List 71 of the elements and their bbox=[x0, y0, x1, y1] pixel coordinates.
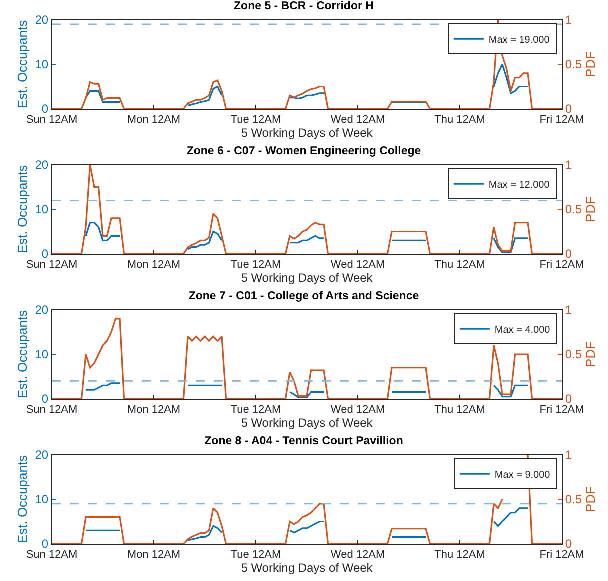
x-tick-label: Fri 12AM bbox=[540, 549, 584, 562]
y-tick-label: 0 bbox=[42, 537, 49, 552]
x-tick-label: Mon 12AM bbox=[127, 259, 181, 272]
x-tick-label: Fri 12AM bbox=[540, 114, 584, 126]
y2-axis-title: PDF bbox=[583, 486, 598, 512]
y-axis-title: Est. Occupants bbox=[15, 454, 30, 544]
chart-title: Zone 7 - C01 - College of Arts and Science bbox=[188, 290, 420, 302]
x-tick-label: Tue 12AM bbox=[230, 549, 282, 562]
y-tick-label: 0 bbox=[42, 102, 49, 116]
y2-tick-label: 1 bbox=[565, 13, 572, 28]
y-tick-label: 0 bbox=[42, 247, 49, 262]
x-tick-label: Mon 12AM bbox=[127, 114, 181, 126]
x-tick-label: Wed 12AM bbox=[330, 549, 386, 562]
line-series bbox=[52, 318, 562, 399]
x-tick-label: Wed 12AM bbox=[330, 114, 386, 126]
x-tick-label: Sun 12AM bbox=[26, 404, 78, 416]
x-tick-label: Thu 12AM bbox=[434, 549, 486, 562]
x-axis-title: 5 Working Days of Week bbox=[241, 416, 374, 430]
y-tick-label: 20 bbox=[35, 13, 49, 28]
x-tick-label: Tue 12AM bbox=[230, 404, 282, 416]
x-tick-label: Sun 12AM bbox=[26, 549, 78, 562]
x-tick-label: Wed 12AM bbox=[330, 404, 386, 416]
line-series bbox=[52, 165, 562, 254]
legend-label: Max = 9.000 bbox=[494, 470, 551, 481]
x-tick-label: Fri 12AM bbox=[540, 259, 584, 272]
y2-tick-label: 0 bbox=[565, 392, 572, 406]
y2-axis-title: PDF bbox=[583, 341, 598, 368]
y-tick-label: 20 bbox=[35, 303, 49, 318]
y2-tick-label: 0.5 bbox=[565, 492, 582, 507]
x-axis-title: 5 Working Days of Week bbox=[241, 271, 374, 286]
x-tick-label: Mon 12AM bbox=[127, 549, 181, 562]
x-tick-label: Tue 12AM bbox=[230, 259, 282, 272]
x-tick-label: Mon 12AM bbox=[127, 404, 181, 416]
y2-tick-label: 1 bbox=[565, 158, 572, 172]
y2-tick-label: 0 bbox=[565, 102, 572, 116]
x-tick-label: Thu 12AM bbox=[434, 404, 486, 416]
legend-label: Max = 19.000 bbox=[488, 34, 550, 46]
x-axis-title: 5 Working Days of Week bbox=[241, 561, 374, 576]
y2-tick-label: 0 bbox=[565, 537, 572, 552]
chart-title: Zone 6 - C07 - Women Engineering College bbox=[186, 146, 422, 158]
x-tick-label: Fri 12AM bbox=[540, 404, 584, 416]
x-tick-label: Wed 12AM bbox=[330, 259, 386, 272]
y-tick-label: 10 bbox=[35, 492, 49, 507]
x-axis-title: 5 Working Days of Week bbox=[241, 126, 374, 140]
x-tick-label: Sun 12AM bbox=[26, 259, 78, 272]
y2-tick-label: 0.5 bbox=[565, 58, 582, 72]
chart-title: Zone 5 - BCR - Corridor H bbox=[234, 0, 374, 12]
y2-axis-title: PDF bbox=[583, 51, 598, 78]
y-tick-label: 10 bbox=[35, 348, 49, 362]
y2-tick-label: 0 bbox=[565, 247, 572, 262]
legend-label: Max = 12.000 bbox=[488, 180, 550, 191]
chart-title: Zone 8 - A04 - Tennis Court Pavillion bbox=[204, 436, 404, 448]
y-tick-label: 20 bbox=[35, 158, 49, 172]
y-tick-label: 10 bbox=[35, 202, 49, 217]
y2-tick-label: 1 bbox=[565, 448, 572, 462]
y-tick-label: 0 bbox=[42, 392, 49, 406]
x-tick-label: Tue 12AM bbox=[230, 114, 282, 126]
y-axis-title: Est. Occupants bbox=[15, 164, 30, 254]
y-tick-label: 20 bbox=[35, 448, 49, 462]
line-series bbox=[52, 20, 562, 109]
x-tick-label: Sun 12AM bbox=[26, 114, 78, 126]
y-tick-label: 10 bbox=[35, 58, 49, 72]
legend-label: Max = 4.000 bbox=[494, 324, 551, 336]
y2-axis-title: PDF bbox=[583, 196, 598, 222]
y-axis-title: Est. Occupants bbox=[15, 310, 30, 399]
x-tick-label: Thu 12AM bbox=[434, 259, 486, 272]
y2-tick-label: 0.5 bbox=[565, 202, 582, 217]
x-tick-label: Thu 12AM bbox=[434, 114, 486, 126]
y-axis-title: Est. Occupants bbox=[15, 20, 30, 109]
y2-tick-label: 1 bbox=[565, 303, 572, 318]
y2-tick-label: 0.5 bbox=[565, 348, 582, 362]
